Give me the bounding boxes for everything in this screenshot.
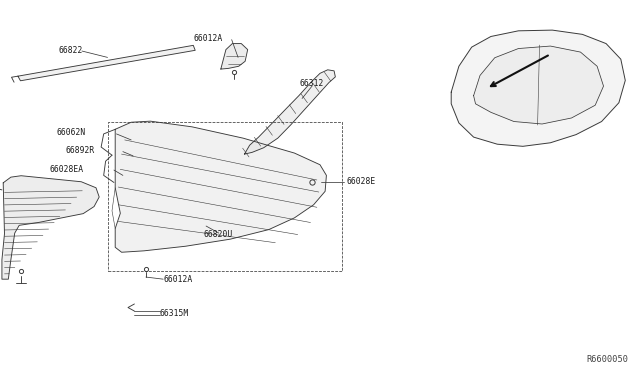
Polygon shape xyxy=(244,70,335,154)
Text: 66028EA: 66028EA xyxy=(50,165,84,174)
Text: 66892R: 66892R xyxy=(65,146,95,155)
Text: 66822: 66822 xyxy=(59,46,83,55)
Text: 66312: 66312 xyxy=(300,79,324,88)
Text: 66028E: 66028E xyxy=(347,177,376,186)
Text: R6600050: R6600050 xyxy=(586,355,628,364)
Polygon shape xyxy=(18,45,195,81)
Text: 66820U: 66820U xyxy=(204,230,233,239)
Polygon shape xyxy=(221,44,248,69)
Polygon shape xyxy=(474,46,604,124)
Polygon shape xyxy=(451,30,625,146)
Polygon shape xyxy=(2,176,99,279)
Text: 66012A: 66012A xyxy=(164,275,193,284)
Text: 66012A: 66012A xyxy=(193,34,223,43)
Text: 66062N: 66062N xyxy=(56,128,86,137)
Text: 66315M: 66315M xyxy=(160,309,189,318)
Polygon shape xyxy=(115,121,326,252)
